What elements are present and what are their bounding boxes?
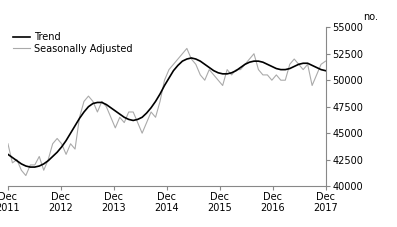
Line: Trend: Trend xyxy=(8,58,326,167)
Trend xyxy=(189,57,194,59)
Seasonally Adjusted xyxy=(216,79,221,81)
Legend: Trend, Seasonally Adjusted: Trend, Seasonally Adjusted xyxy=(13,32,133,54)
Trend xyxy=(28,166,33,168)
Trend xyxy=(193,58,198,60)
Seasonally Adjusted xyxy=(305,63,310,66)
Text: no.: no. xyxy=(363,12,378,22)
Seasonally Adjusted xyxy=(6,142,10,145)
Trend xyxy=(305,62,310,65)
Seasonally Adjusted xyxy=(185,47,189,50)
Seasonally Adjusted xyxy=(323,60,328,62)
Seasonally Adjusted xyxy=(229,74,234,76)
Trend xyxy=(229,72,234,74)
Seasonally Adjusted xyxy=(193,63,198,66)
Trend xyxy=(118,113,122,116)
Seasonally Adjusted xyxy=(55,137,60,140)
Trend xyxy=(55,151,60,154)
Seasonally Adjusted xyxy=(23,174,28,177)
Trend xyxy=(216,72,221,74)
Seasonally Adjusted xyxy=(118,116,122,119)
Trend xyxy=(323,69,328,72)
Line: Seasonally Adjusted: Seasonally Adjusted xyxy=(8,48,326,175)
Trend xyxy=(6,153,10,156)
